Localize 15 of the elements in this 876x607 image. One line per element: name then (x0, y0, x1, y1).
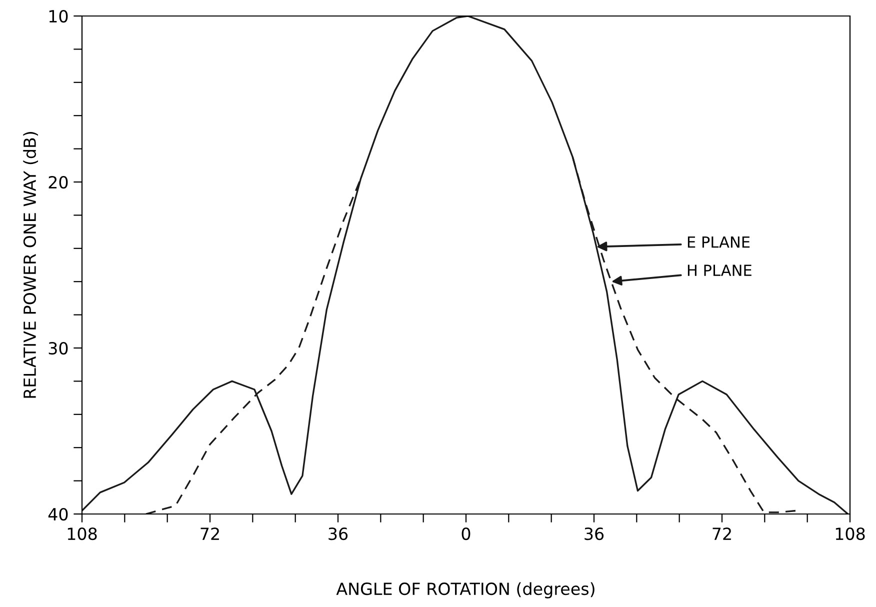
y-tick-label: 10 (49, 10, 68, 23)
x-tick-label: 72 (712, 527, 731, 540)
y-tick-label: 40 (48, 508, 68, 521)
x-tick-label: 108 (836, 527, 865, 540)
y-axis-title: RELATIVE POWER ONE WAY (dB) (23, 132, 38, 398)
y-tick-label: 20 (48, 176, 68, 189)
x-tick-label: 72 (200, 527, 219, 540)
x-axis-title: ANGLE OF ROTATION (degrees) (336, 582, 594, 598)
x-tick-label: 0 (462, 527, 470, 540)
y-tick-label: 30 (48, 342, 68, 355)
x-tick-label: 108 (68, 527, 97, 540)
x-tick-label: 36 (584, 527, 604, 540)
annotation: H PLANE (688, 264, 752, 276)
annotation: E PLANE (688, 236, 750, 248)
x-tick-label: 36 (328, 527, 348, 540)
